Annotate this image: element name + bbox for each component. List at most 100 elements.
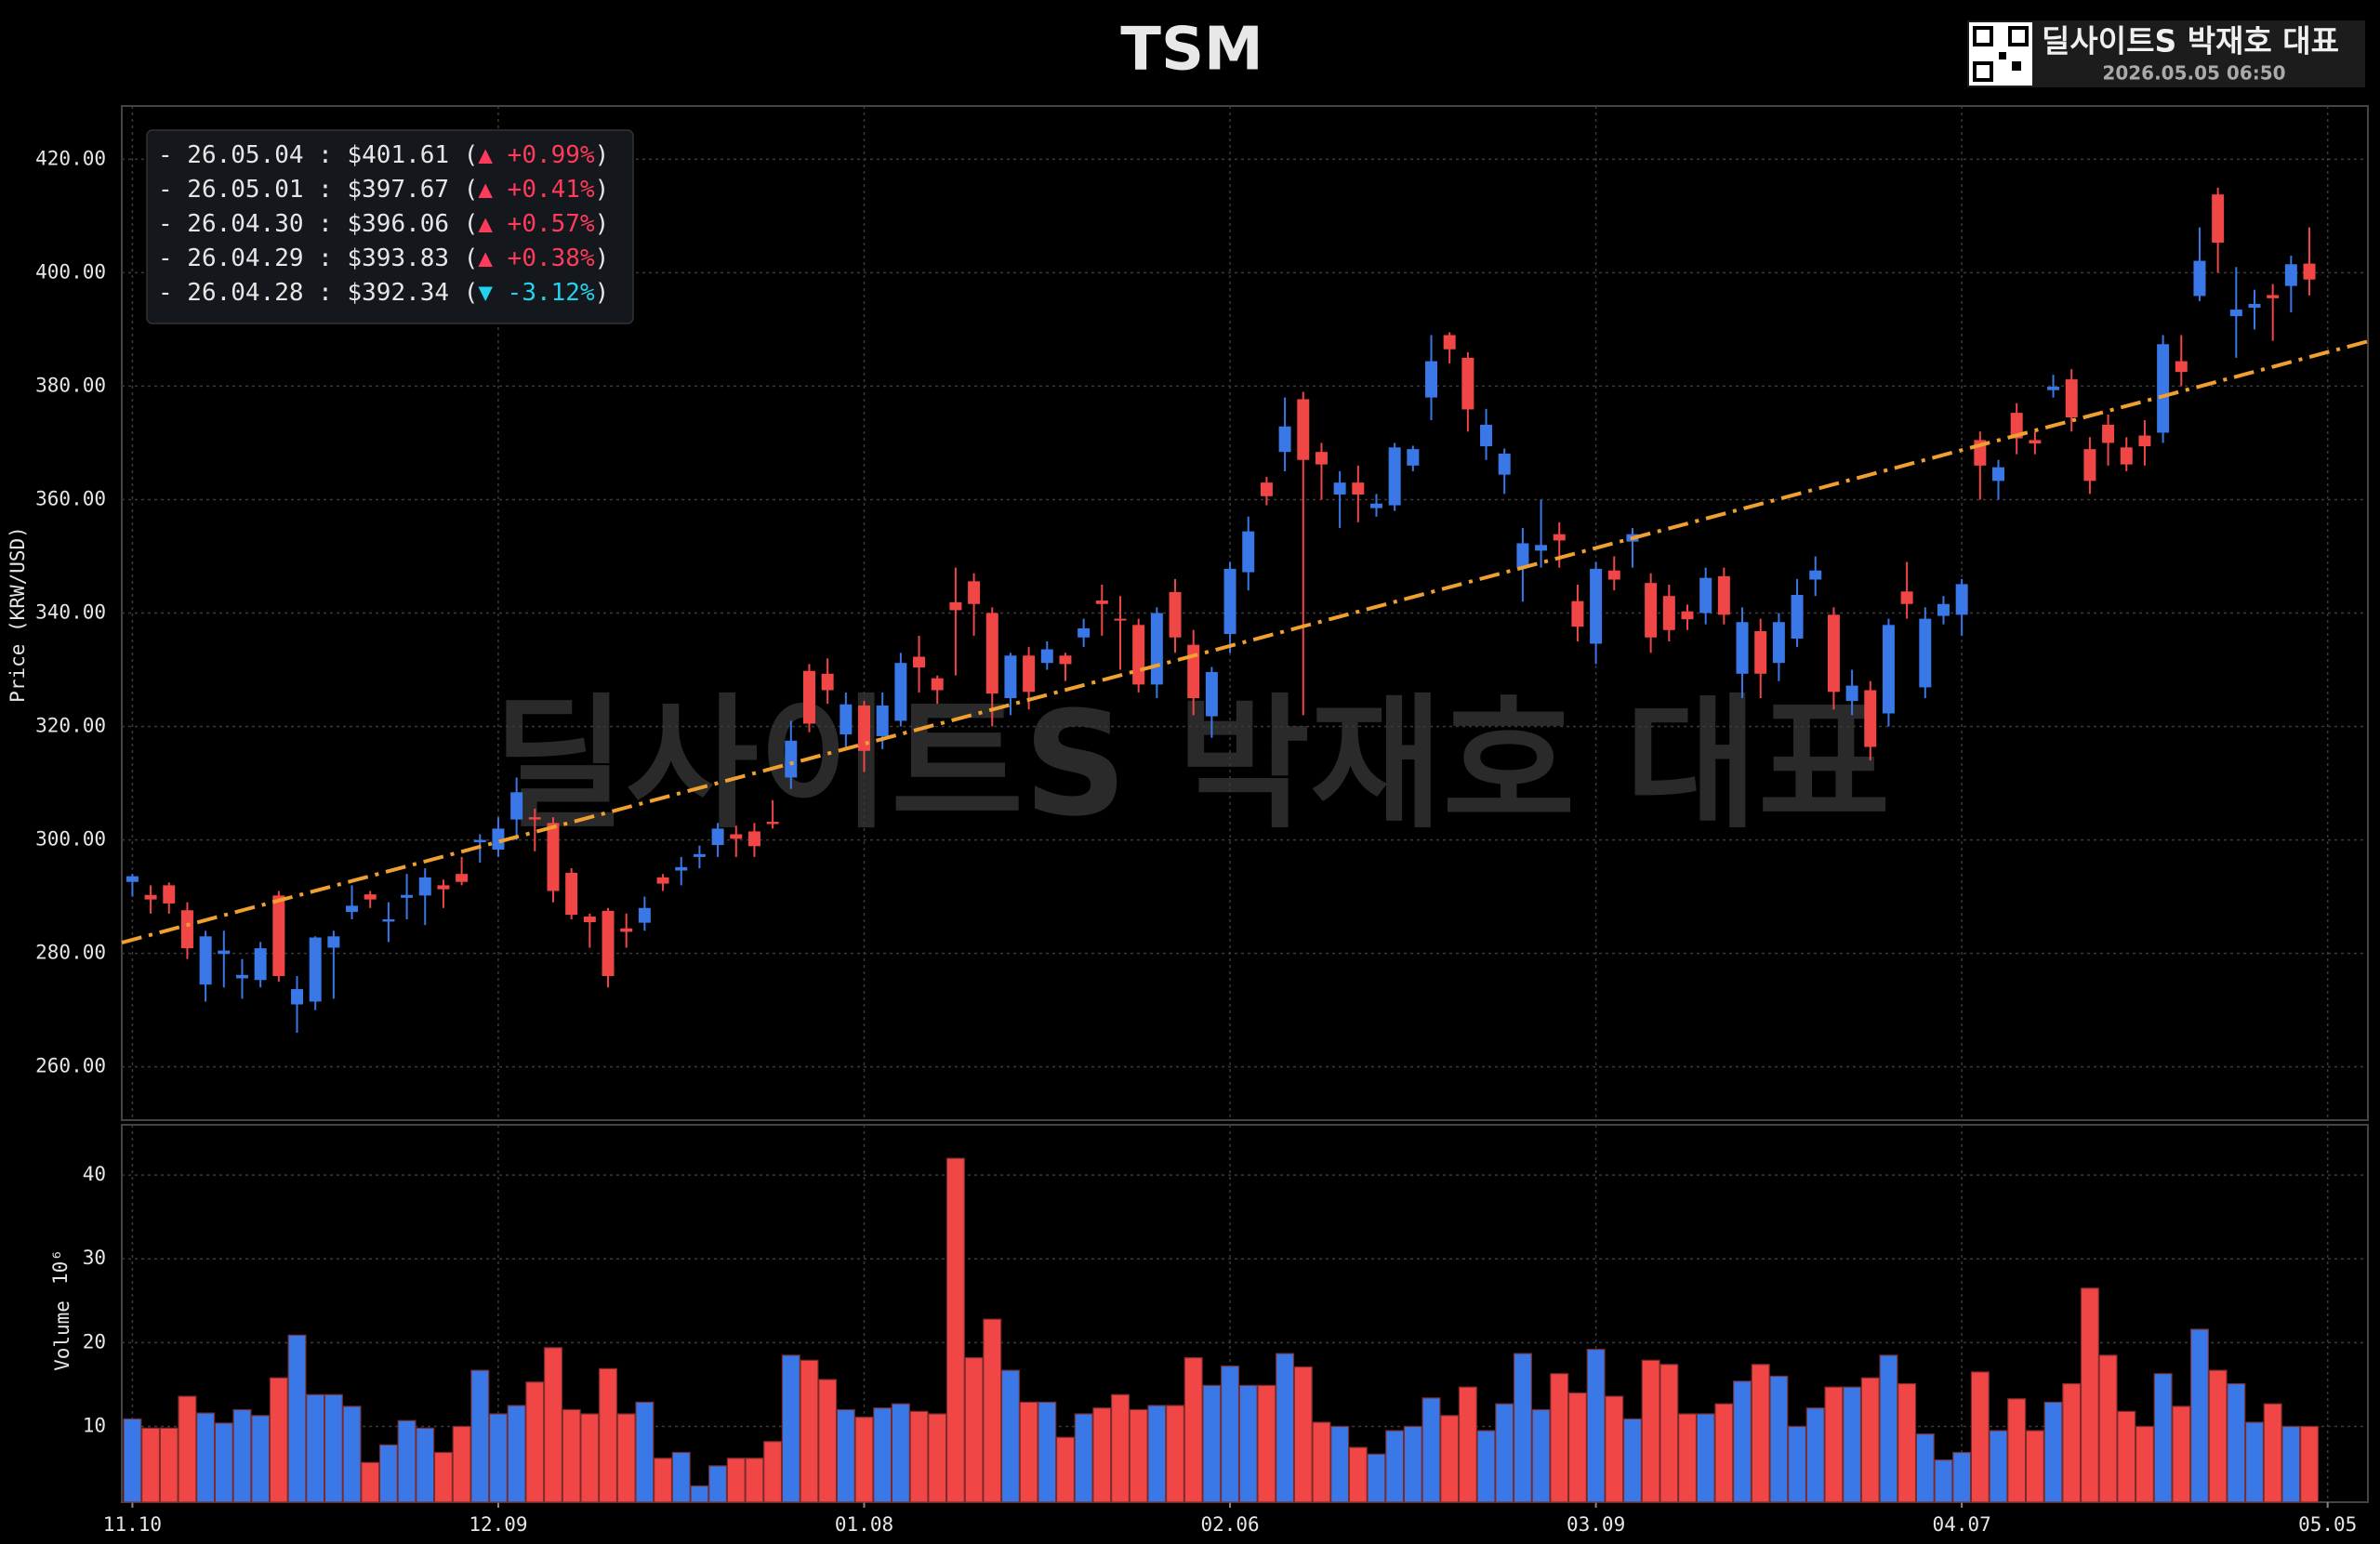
- candle-body: [418, 877, 431, 896]
- candle-body: [1571, 600, 1584, 627]
- volume-bar: [1860, 1377, 1880, 1503]
- volume-scale-label: 10⁶: [49, 1249, 72, 1285]
- volume-bar: [1897, 1382, 1917, 1503]
- volume-bar: [745, 1458, 764, 1503]
- legend-change: ▼ -3.12%: [478, 279, 595, 307]
- volume-bar: [1440, 1415, 1460, 1503]
- volume-bar: [1824, 1386, 1844, 1503]
- candle-body: [1809, 570, 1822, 580]
- candle-body: [1535, 545, 1548, 551]
- y-tick-label: 340.00: [35, 601, 106, 624]
- volume-bar: [1183, 1356, 1203, 1503]
- volume-bar: [1238, 1384, 1258, 1503]
- candle-body: [492, 828, 505, 850]
- legend: - 26.05.04 : $401.61 (▲ +0.99%)- 26.05.0…: [146, 129, 634, 324]
- badge: 딜사이트S 박재호 대표 2026.05.05 06:50: [1967, 20, 2365, 87]
- volume-bar: [1934, 1458, 1953, 1503]
- candle-body: [730, 834, 743, 839]
- volume-bar: [1732, 1380, 1752, 1503]
- volume-bar: [616, 1413, 636, 1503]
- candle-body: [949, 601, 962, 611]
- x-tick-label: 04.07: [1933, 1513, 1991, 1536]
- volume-tick-label: 20: [83, 1330, 106, 1353]
- volume-bar: [1513, 1353, 1532, 1503]
- volume-bar: [1567, 1392, 1587, 1503]
- candle-body: [2047, 387, 2060, 390]
- candle-body: [2303, 263, 2316, 280]
- volume-bar: [1202, 1384, 1222, 1503]
- candle-body: [199, 936, 212, 985]
- volume-bar: [178, 1395, 197, 1503]
- volume-axis-label: Volume: [51, 1300, 73, 1371]
- volume-tick-label: 30: [83, 1247, 106, 1269]
- candle-body: [2248, 303, 2261, 309]
- x-tick-label: 11.10: [103, 1513, 162, 1536]
- candle-body: [1882, 625, 1895, 714]
- badge-timestamp: 2026.05.05 06:50: [2102, 62, 2285, 85]
- candle-body: [346, 905, 359, 913]
- volume-bar: [123, 1418, 142, 1503]
- volume-bar: [1421, 1397, 1441, 1503]
- candle-body: [968, 581, 981, 604]
- volume-bar: [1970, 1371, 1990, 1503]
- volume-bar: [452, 1425, 471, 1503]
- volume-bar: [1074, 1413, 1093, 1503]
- volume-bar: [416, 1427, 435, 1503]
- y-tick-label: 260.00: [35, 1055, 106, 1077]
- volume-bar: [1385, 1430, 1405, 1503]
- volume-bar: [763, 1441, 783, 1503]
- candle-body: [1205, 671, 1218, 717]
- volume-bar: [1147, 1405, 1167, 1503]
- volume-bar: [1696, 1413, 1715, 1503]
- volume-bar: [1989, 1430, 2008, 1503]
- candle-body: [2193, 260, 2206, 297]
- candle-body: [1845, 685, 1858, 702]
- candle-body: [2157, 344, 2170, 433]
- candle-body: [1059, 655, 1072, 665]
- candle-body: [1114, 618, 1127, 621]
- volume-bar: [141, 1427, 161, 1503]
- qr-finder: [1973, 61, 1993, 82]
- candle-body: [272, 895, 285, 977]
- volume-bar: [2172, 1405, 2191, 1503]
- y-tick-label: 420.00: [35, 147, 106, 169]
- candle-body: [126, 876, 139, 882]
- volume-bar: [488, 1413, 509, 1503]
- candle-body: [1864, 690, 1877, 747]
- legend-end: ): [595, 279, 610, 307]
- candle-body: [144, 894, 157, 900]
- candle-body: [2120, 447, 2133, 465]
- volume-bar: [1348, 1446, 1368, 1503]
- candle-body: [1919, 618, 1932, 688]
- volume-bar: [378, 1444, 398, 1503]
- chart-title: TSM: [1120, 16, 1263, 85]
- candle-body: [2212, 194, 2225, 244]
- x-tick-label: 05.05: [2298, 1513, 2357, 1536]
- candle-body: [1352, 482, 1365, 495]
- candle-body: [1297, 399, 1310, 460]
- legend-change: ▲ +0.57%: [478, 210, 595, 238]
- candle-body: [2029, 440, 2042, 444]
- volume-bar: [1403, 1425, 1422, 1503]
- candle-body: [802, 670, 815, 724]
- candle-body: [1388, 447, 1401, 506]
- volume-bar: [1221, 1366, 1240, 1503]
- candle-body: [163, 885, 176, 904]
- volume-bar: [1843, 1386, 1862, 1503]
- candle-body: [2175, 361, 2188, 373]
- candle-body: [1150, 613, 1163, 685]
- volume-bar: [2117, 1410, 2136, 1503]
- legend-end: ): [595, 244, 610, 272]
- legend-entry: - 26.05.04 : $401.61 (▲ +0.99%): [158, 141, 609, 169]
- candle-body: [1315, 452, 1328, 465]
- x-tick-label: 01.08: [835, 1513, 893, 1536]
- legend-change: ▲ +0.38%: [478, 244, 595, 272]
- volume-bar: [2299, 1425, 2320, 1503]
- candle-body: [218, 950, 231, 955]
- x-tick-label: 03.09: [1567, 1513, 1625, 1536]
- volume-bar: [1476, 1430, 1496, 1503]
- volume-bar: [654, 1458, 673, 1503]
- volume-bar: [342, 1405, 362, 1503]
- candle-body: [547, 823, 560, 891]
